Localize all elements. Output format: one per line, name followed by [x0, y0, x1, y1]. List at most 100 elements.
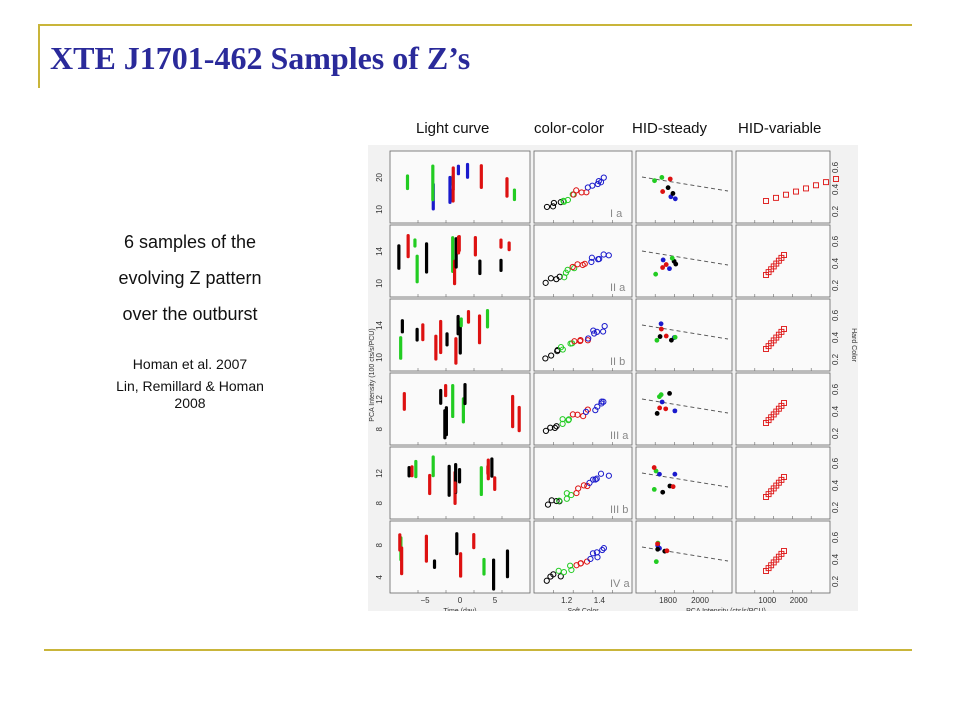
hid-steady-point	[658, 392, 664, 398]
z-pattern-panels: 10 20 0.2 0.4 0.6 I a 10 14 0.2 0.4 0.6 II a 10 14 0.2…	[368, 145, 858, 615]
hid-steady-point	[660, 189, 666, 194]
hid-steady-point	[672, 408, 678, 414]
hard-color-tick-label: 0.2	[831, 575, 840, 587]
color-color-point	[601, 323, 608, 330]
color-color-point	[594, 403, 601, 410]
color-color-point	[580, 413, 587, 420]
color-color-point	[571, 265, 578, 272]
color-color-point	[593, 328, 601, 335]
reference-lin-line: Lin, Remillard & Homan	[116, 378, 264, 394]
hid-steady-point	[658, 326, 664, 332]
hid-steady-point	[668, 337, 674, 343]
hard-color-tick-label: 0.6	[831, 235, 840, 247]
panel-frame	[635, 446, 733, 520]
hid-steady-point	[667, 391, 672, 396]
color-color-point	[551, 424, 559, 431]
color-color-point	[557, 573, 564, 580]
panel-label: III b	[610, 504, 628, 516]
hid-steady-point	[663, 406, 669, 412]
left-ylabel: PCA Intensity (100 cts/s/PCU)	[369, 328, 376, 421]
panel-frame	[635, 150, 733, 224]
hid-steady-point	[673, 261, 679, 267]
lc-ytick-label: 4	[375, 574, 384, 579]
color-color-point	[569, 411, 576, 418]
color-color-point	[593, 475, 600, 482]
bottom-rule	[44, 649, 912, 651]
lc-ytick-label: 10	[375, 204, 384, 213]
hid-steady-trend-line	[641, 472, 729, 488]
hid-variable-point	[781, 548, 787, 554]
hid-steady-point	[663, 333, 669, 339]
xtick-label: 2000	[691, 596, 709, 605]
hid-steady-point	[660, 257, 666, 263]
color-color-point	[556, 273, 563, 280]
slide-title: XTE J1701-462 Samples of Z’s	[50, 40, 471, 76]
hid-steady-point	[672, 196, 678, 202]
color-color-point	[573, 187, 580, 194]
color-color-point	[597, 179, 605, 186]
hid-steady-point	[657, 405, 663, 411]
hid-steady-point	[667, 266, 672, 272]
panel-frame	[533, 150, 633, 224]
hid-variable-point	[823, 179, 829, 186]
hid-steady-point	[651, 486, 657, 492]
hard-color-tick-label: 0.2	[831, 205, 840, 217]
lc-ytick-label: 8	[375, 500, 384, 505]
color-color-point	[542, 279, 549, 286]
panel-frame	[635, 298, 733, 372]
description-line: evolving Z pattern	[118, 268, 262, 288]
color-color-point	[594, 180, 601, 188]
xtick-label: 2000	[790, 596, 808, 605]
panel-frame	[533, 224, 633, 298]
panel-frame	[735, 298, 831, 372]
color-color-point	[586, 479, 593, 486]
hid-steady-point	[660, 489, 666, 495]
hid-steady-point	[658, 321, 664, 327]
hid-steady-point	[670, 191, 676, 196]
hid-variable-point	[793, 188, 799, 195]
hid-steady-point	[655, 541, 660, 547]
column-label-color-color: color-color	[534, 120, 605, 137]
lc-ytick-label: 8	[375, 542, 384, 547]
column-label-hid-variable: HID-variable	[738, 120, 822, 137]
color-color-point	[599, 546, 606, 554]
panel-frame	[735, 446, 831, 520]
hid-steady-trend-line	[641, 398, 729, 414]
hid-xlabel: PCA Intensity (cts/s/PCU)	[686, 608, 766, 611]
color-color-point	[560, 197, 567, 204]
hid-steady-point	[664, 548, 670, 554]
color-color-point	[589, 550, 597, 557]
lc-ytick-label: 10	[375, 278, 384, 287]
hid-steady-point	[653, 559, 659, 565]
hid-variable-point	[781, 326, 787, 332]
lc-ytick-label: 10	[375, 352, 384, 361]
lc-ytick-label: 20	[375, 172, 384, 181]
color-color-point	[596, 255, 603, 263]
color-color-point	[543, 577, 550, 584]
color-color-point	[605, 252, 612, 259]
hid-steady-point	[654, 411, 660, 416]
panel-frame	[735, 150, 831, 224]
lc-ytick-label: 12	[375, 468, 384, 477]
description-line: 6 samples of the	[123, 232, 257, 252]
hid-steady-point	[672, 471, 678, 477]
lc-ytick-label: 12	[375, 394, 384, 403]
hard-color-tick-label: 0.2	[831, 353, 840, 365]
hid-steady-point	[672, 334, 678, 340]
hid-variable-point	[833, 176, 839, 182]
hid-variable-point	[813, 182, 819, 189]
hid-variable-point	[783, 191, 789, 198]
panel-frame	[389, 372, 531, 446]
color-color-point	[600, 545, 607, 552]
panel-frame	[533, 520, 633, 594]
xtick-label: 1800	[659, 596, 677, 605]
slide-description: 6 samples of the evolving Z pattern over…	[60, 224, 320, 412]
hid-steady-point	[670, 484, 676, 490]
xtick-label: 1.4	[594, 596, 606, 605]
color-color-point	[564, 266, 571, 273]
hard-color-tick-label: 0.4	[831, 405, 840, 417]
color-color-point	[548, 352, 555, 359]
hard-color-tick-label: 0.2	[831, 279, 840, 291]
color-color-point	[588, 258, 595, 266]
panel-frame	[533, 372, 633, 446]
